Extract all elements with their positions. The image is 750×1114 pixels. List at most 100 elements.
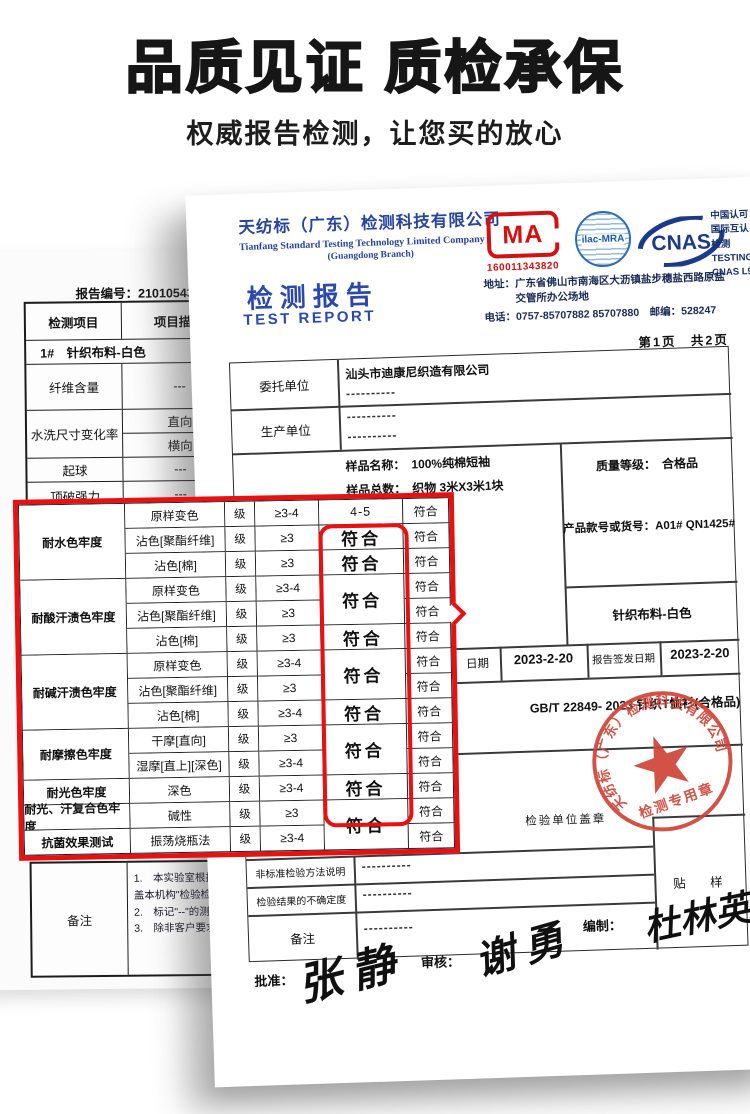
test-item-cell: 沾色[聚酯纤维] — [125, 527, 226, 554]
unit-cell: 级 — [228, 701, 259, 728]
category-cell: 耐摩擦色牢度 — [22, 728, 130, 781]
requirement-cell: ≥3-4 — [258, 700, 323, 727]
divider-line — [564, 580, 738, 588]
requirement-cell: ≥3 — [258, 725, 324, 752]
requirement-cell: ≥3-4 — [256, 575, 321, 602]
cma-logo: MA — [486, 210, 561, 259]
conclusion-cell: 符合 — [407, 773, 455, 800]
producer-dashes: ---------- — [346, 407, 397, 424]
unit-cell: 级 — [229, 776, 261, 803]
result-cell: 4-5 — [318, 499, 404, 526]
requirement-cell: ≥3-4 — [259, 775, 325, 802]
unit-cell: 级 — [227, 626, 258, 653]
requirement-cell: ≥3-4 — [254, 500, 320, 527]
date-label: 日期 — [465, 658, 490, 671]
stamp-caption: 检验单位盖章 — [525, 813, 607, 828]
producer-label: 生产单位 — [260, 423, 311, 439]
test-item-cell: 沾色[聚酯纤维] — [128, 677, 229, 704]
client-dashes: ---------- — [345, 384, 397, 401]
report-number-label: 报告编号： — [75, 286, 139, 302]
front-report-document: 天纺标（广东）检测科技有限公司 Tianfang Standard Testin… — [185, 176, 750, 1088]
prepare-label: 编制： — [582, 917, 623, 935]
test-item-cell: 起球 — [27, 457, 124, 482]
conclusion-cell: 符合 — [402, 498, 450, 525]
producer-dashes: ---------- — [347, 427, 398, 444]
remark-label: 备注 — [31, 862, 129, 976]
test-item-cell: 沾色[棉] — [127, 627, 228, 654]
result-cell: 符合 — [324, 799, 410, 851]
report-title-en: TEST REPORT — [243, 307, 377, 329]
result-cell: 符合 — [319, 549, 405, 576]
test-item-cell: 深色 — [129, 777, 231, 804]
client-value: 汕头市迪康尼织造有限公司 — [345, 362, 490, 382]
stamp-star — [633, 736, 689, 795]
result-cell: 符合 — [320, 574, 406, 626]
lab-address-block: 地址：广东省佛山市南海区大沥镇盐步穗盐西路原盐 交管所办公场地 电话：0757-… — [483, 270, 726, 327]
unit-cell: 级 — [224, 501, 256, 528]
date-value: 2023-2-20 — [513, 650, 574, 668]
test-item-cell: 纤维含量 — [26, 363, 123, 410]
lab-name-block: 天纺标（广东）检测科技有限公司 Tianfang Standard Testin… — [238, 205, 502, 265]
unit-cell: 级 — [225, 526, 256, 553]
requirement-cell: ≥3-4 — [260, 825, 326, 852]
test-item-cell: 沾色[聚酯纤维] — [126, 602, 228, 629]
front-report-table: 委托单位 汕头市迪康尼织造有限公司 ---------- 生产单位 ------… — [228, 345, 749, 963]
test-item-cell: 干摩[直向] — [128, 727, 230, 754]
conclusion-cell: 符合 — [403, 523, 450, 550]
requirement-cell: ≥3 — [256, 600, 322, 627]
conclusion-cell: 符合 — [404, 573, 451, 600]
category-cell: 耐碱汗渍色牢度 — [21, 653, 129, 731]
requirement-cell: ≥3 — [255, 550, 321, 577]
test-item-cell: 原样变色 — [127, 652, 229, 679]
category-cell: 耐水色牢度 — [18, 503, 127, 581]
unit-cell: 级 — [225, 551, 257, 578]
page-title: 品质见证 质检承保 — [124, 35, 625, 101]
quality-grade: 质量等级： 合格品 — [595, 455, 699, 474]
nonstandard-label: 非标准检验方法说明 — [255, 866, 346, 881]
conclusion-cell: 符合 — [405, 673, 453, 700]
lab-name-cn: 天纺标（广东）检测科技有限公司 — [238, 209, 502, 238]
cma-logo-text: MA — [501, 219, 544, 249]
result-table-grid: 耐水色牢度 原样变色级 ≥3-4 符合 沾色[聚酯纤维] 级 ≥3 符合 沾色[棉] 级 ≥3 符合耐… — [17, 497, 456, 856]
issue-date-value: 2023-2-20 — [669, 645, 730, 663]
fabric-description: 针织布料-白色 — [612, 606, 692, 623]
requirement-cell: ≥3-4 — [257, 650, 322, 677]
cnas-logo: CNAS — [636, 214, 726, 268]
highlighted-results-cutout: 耐水色牢度 原样变色级 ≥3-4 符合 沾色[聚酯纤维] 级 ≥3 符合 沾色[棉] 级 ≥3 符合耐… — [12, 492, 467, 861]
page-subtitle: 权威报告检测，让您买的放心 — [186, 119, 564, 149]
result-cell: 符合 — [321, 649, 407, 701]
cma-logo-notch — [553, 228, 561, 243]
unit-cell: 级 — [230, 826, 262, 853]
cma-number: 160011343820 — [486, 260, 560, 274]
test-item-cell: 碱性 — [130, 802, 231, 829]
unit-cell: 级 — [226, 601, 258, 628]
unit-cell: 级 — [227, 651, 259, 678]
test-item-cell: 振荡烧瓶法 — [130, 827, 232, 854]
test-item-cell: 水洗尺寸变化率 — [26, 409, 124, 458]
unit-cell: 级 — [229, 751, 260, 778]
conclusion-cell: 符合 — [405, 648, 452, 675]
uncertainty-label: 检验结果的不确定度 — [256, 894, 347, 909]
ilac-mra-logo-text: ilac-MRA — [580, 232, 626, 246]
unit-cell: 级 — [230, 801, 261, 828]
test-item-cell: 湿摩[直上][深色] — [129, 752, 230, 779]
conclusion-cell: 符合 — [403, 548, 451, 575]
unit-cell: 级 — [226, 576, 257, 603]
result-cell: 符合 — [322, 724, 408, 776]
result-cell: 符合 — [322, 699, 407, 726]
conclusion-cell: 符合 — [408, 823, 456, 850]
category-cell: 耐光、汗复合色牢度 — [24, 801, 131, 834]
category-cell: 抗菌效果测试 — [24, 828, 132, 856]
conclusion-cell: 符合 — [407, 748, 454, 775]
conclusion-cell: 符合 — [405, 623, 452, 650]
unit-cell: 级 — [228, 726, 260, 753]
test-item-cell: 原样变色 — [126, 577, 227, 604]
product-number: 产品款号或货号：A01# QN1425# — [562, 517, 736, 536]
conclusion-cell: 符合 — [408, 798, 455, 825]
requirement-cell: ≥3-4 — [259, 750, 324, 777]
conclusion-cell: 符合 — [406, 698, 453, 725]
requirement-cell: ≥3 — [258, 675, 323, 702]
nonstandard-dashes: ---------- — [361, 857, 412, 874]
result-cell: 符合 — [321, 624, 406, 651]
category-cell: 耐酸汗渍色牢度 — [20, 578, 128, 656]
